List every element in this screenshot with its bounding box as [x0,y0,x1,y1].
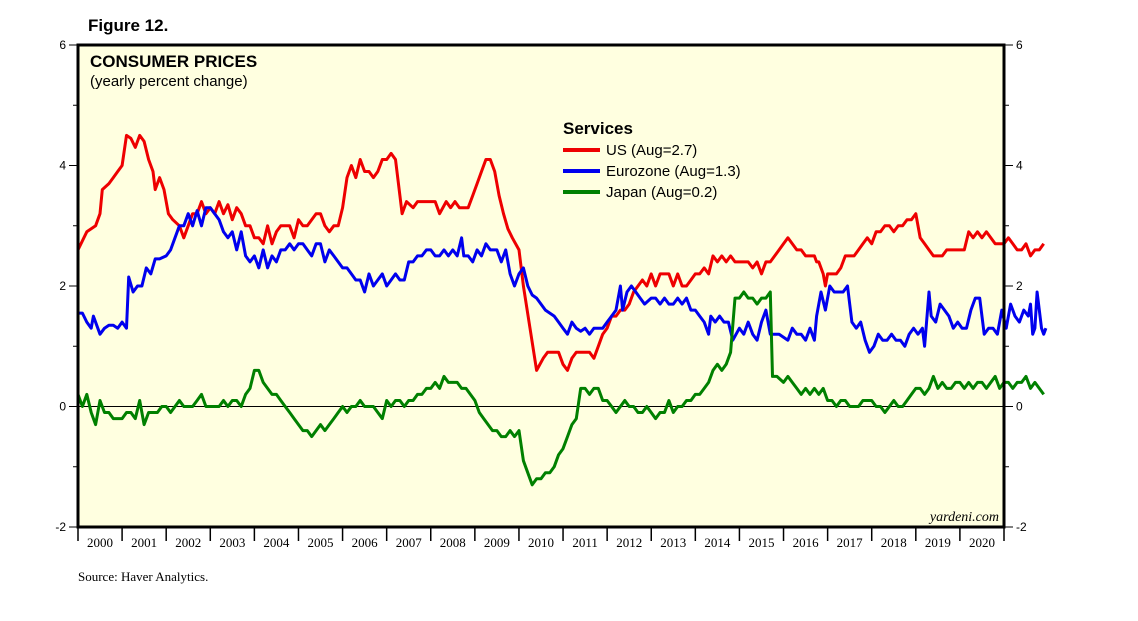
y-tick-label-right: 6 [1016,38,1023,52]
x-tick-label: 2016 [793,535,820,550]
x-tick-label: 2001 [131,535,157,550]
legend: Services US (Aug=2.7) Eurozone (Aug=1.3)… [563,119,741,201]
x-tick-label: 2002 [175,535,201,550]
legend-label-eurozone: Eurozone (Aug=1.3) [606,163,741,180]
x-tick-label: 2020 [969,535,995,550]
series-line-japan [76,290,1045,487]
legend-title: Services [563,119,633,138]
y-tick-label-right: 4 [1016,159,1023,173]
x-tick-label: 2019 [925,535,951,550]
x-tick-label: 2015 [748,535,774,550]
x-tick-label: 2004 [263,535,290,550]
chart-title: CONSUMER PRICES [90,52,257,71]
y-tick-label-left: 6 [59,38,66,52]
series-line-us [76,133,1045,372]
x-tick-label: 2012 [616,535,642,550]
y-tick-label-left: 2 [59,279,66,293]
legend-label-japan: Japan (Aug=0.2) [606,184,717,201]
x-tick-label: 2017 [837,535,864,550]
series-layer [76,133,1048,487]
y-axis: -2 0 2 4 6 -2 0 2 4 6 [55,38,1027,534]
x-axis: 2000 2001 2002 2003 2004 2005 2006 2007 2008 2009… [77,527,1005,550]
x-tick-label: 2008 [440,535,466,550]
x-tick-label: 2007 [396,535,423,550]
x-tick-label: 2013 [660,535,686,550]
x-tick-label: 2018 [881,535,907,550]
y-tick-label-left: 4 [59,159,66,173]
plot-area [78,45,1004,527]
x-tick-label: 2014 [704,535,731,550]
x-tick-label: 2010 [528,535,554,550]
x-tick-label: 2003 [219,535,245,550]
source-note: Source: Haver Analytics. [78,569,208,584]
series-line-eurozone [78,206,1048,354]
x-tick-label: 2006 [352,535,379,550]
figure-label: Figure 12. [88,16,168,35]
watermark: yardeni.com [928,510,999,525]
y-tick-label-right: 2 [1016,279,1023,293]
x-tick-label: 2005 [308,535,334,550]
y-tick-label-right: -2 [1016,520,1027,534]
chart-subtitle: (yearly percent change) [90,73,248,90]
y-tick-label-right: 0 [1016,400,1023,414]
x-tick-label: 2009 [484,535,510,550]
y-tick-label-left: -2 [55,520,66,534]
x-tick-label: 2011 [572,535,598,550]
y-tick-label-left: 0 [59,400,66,414]
legend-label-us: US (Aug=2.7) [606,142,697,159]
x-tick-label: 2000 [87,535,113,550]
